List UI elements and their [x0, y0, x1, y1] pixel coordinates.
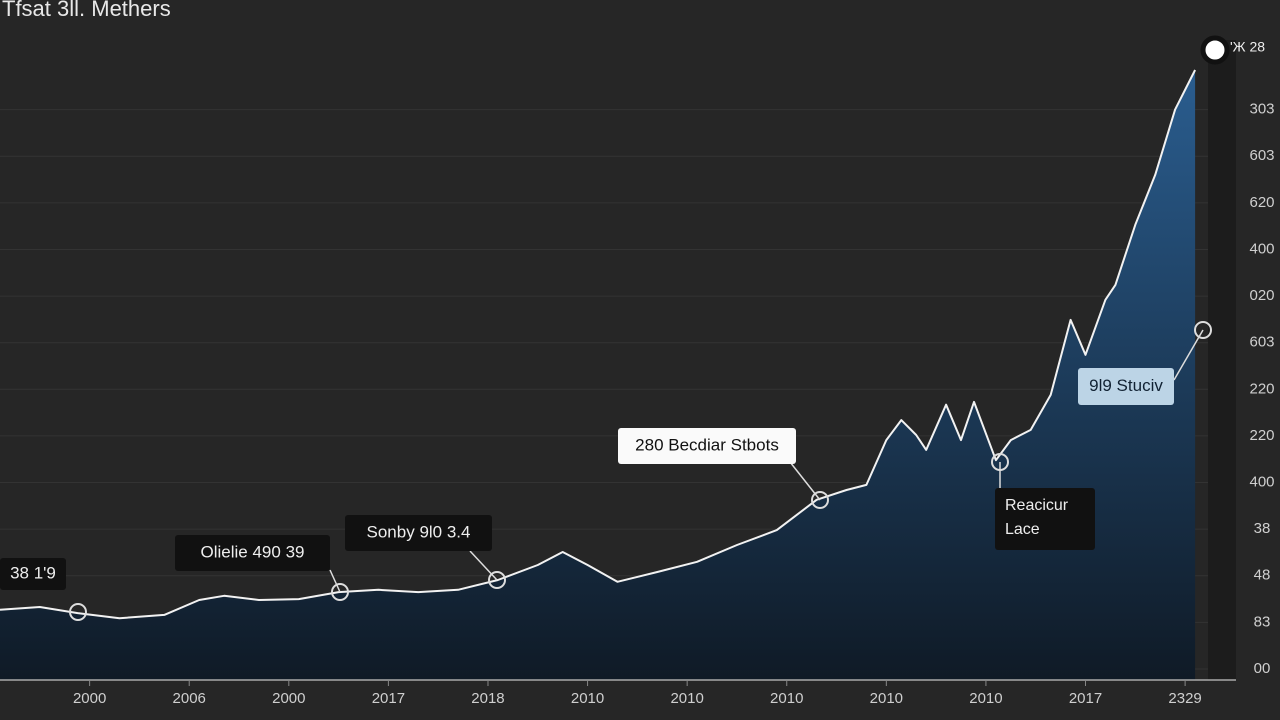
y-tick-label: 83 — [1254, 613, 1271, 630]
y-tick-label: 620 — [1249, 194, 1274, 211]
marker — [1194, 321, 1212, 339]
marker — [1200, 35, 1230, 65]
annotation-text: 'Ж 28 — [1230, 39, 1265, 55]
marker — [991, 453, 1009, 471]
x-tick-label: 2017 — [1069, 690, 1102, 707]
x-tick-label: 2010 — [571, 690, 604, 707]
area-fill — [0, 70, 1196, 680]
annotation-text: 9l9 Stuciv — [1089, 376, 1163, 395]
y-tick-label: 603 — [1249, 147, 1274, 164]
x-tick-label: 2018 — [471, 690, 504, 707]
y-tick-label: 303 — [1249, 101, 1274, 118]
marker — [69, 603, 87, 621]
leader-line — [1173, 329, 1204, 381]
right-axis-band — [1208, 40, 1236, 680]
marker — [488, 571, 506, 589]
y-tick-label: 400 — [1249, 474, 1274, 491]
x-tick-label: 2010 — [870, 690, 903, 707]
leader-line — [329, 569, 341, 593]
x-tick-label: 2000 — [73, 690, 106, 707]
annotation-text: Reacicur Lace — [1005, 497, 1069, 538]
x-tick-label: 2010 — [969, 690, 1002, 707]
y-tick-label: 48 — [1254, 567, 1271, 584]
x-tick-label: 2329 — [1168, 690, 1201, 707]
plot — [0, 69, 1196, 680]
y-tick-label: 00 — [1254, 660, 1271, 677]
annotations: 38 1'9 Olielie 490 39 Sonby 9l0 3.4 280 Bec… — [0, 35, 1265, 621]
chart-title: Tfsat 3ll. Methers — [2, 0, 171, 21]
x-tick-label: 2010 — [670, 690, 703, 707]
annotation-text: 280 Becdiar Stbots — [635, 435, 779, 454]
y-tick-label: 603 — [1249, 334, 1274, 351]
annotation-box — [0, 558, 66, 590]
x-tick-label: 2010 — [770, 690, 803, 707]
annotation-box — [345, 515, 492, 551]
y-tick-label: 220 — [1249, 427, 1274, 444]
y-tick-label: 220 — [1249, 380, 1274, 397]
annotation-box — [618, 428, 796, 464]
y-tick-label: 400 — [1249, 240, 1274, 257]
x-tick-label: 2000 — [272, 690, 305, 707]
annotation-text: 38 1'9 — [10, 563, 56, 582]
annotation-box — [1078, 368, 1174, 405]
line — [0, 69, 1196, 620]
annotation-box — [175, 535, 330, 571]
annotation-box — [995, 488, 1095, 550]
annotation-text: Olielie 490 39 — [201, 542, 305, 561]
leader-line — [469, 550, 498, 581]
y-tick-label: 020 — [1249, 287, 1274, 304]
y-tick-label: 38 — [1254, 520, 1271, 537]
marker — [811, 491, 829, 509]
marker — [331, 583, 349, 601]
x-tick-label: 2006 — [173, 690, 206, 707]
x-tick-label: 2017 — [372, 690, 405, 707]
annotation-text: Sonby 9l0 3.4 — [367, 522, 471, 541]
